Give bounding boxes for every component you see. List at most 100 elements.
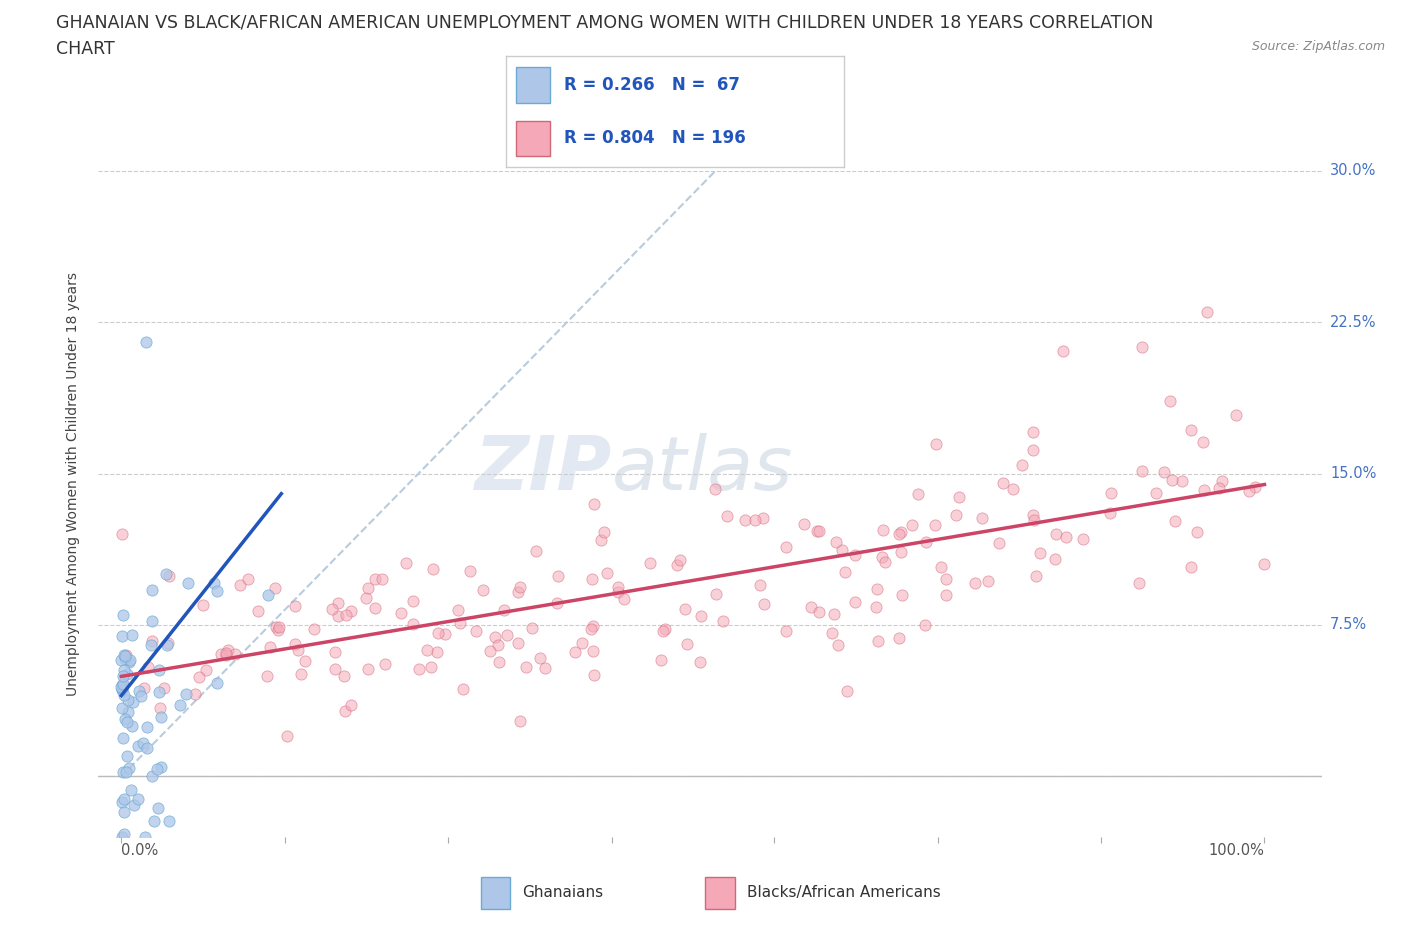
Point [1130,464,1153,479]
Point [141,634,163,649]
Point [115,749,138,764]
Point [827,637,849,652]
Point [582,644,605,658]
Point [901,518,924,533]
Point [1054,529,1077,544]
Point [127,738,149,753]
Point [451,682,474,697]
Point [224,647,246,662]
Point [651,624,673,639]
Point [571,635,593,650]
Point [110,794,132,809]
Point [335,704,357,719]
Point [121,628,143,643]
Point [831,543,853,558]
Point [111,764,134,779]
Point [589,532,612,547]
Point [1043,551,1066,566]
Point [495,628,517,643]
Point [364,601,387,616]
Point [402,617,425,631]
Point [357,661,380,676]
Point [169,698,191,713]
Point [925,436,948,451]
Point [1197,304,1219,319]
Point [134,681,156,696]
Point [287,643,309,658]
Point [650,653,672,668]
Text: atlas: atlas [612,433,793,506]
Point [215,647,238,662]
Point [673,602,696,617]
FancyBboxPatch shape [516,121,550,156]
Point [716,509,738,524]
Point [267,619,290,634]
Point [890,525,912,539]
Point [890,544,912,559]
Point [1211,473,1233,488]
Point [669,552,692,567]
Point [977,573,1000,588]
Point [1130,339,1153,354]
Point [112,827,135,842]
Point [323,644,346,659]
Point [426,626,449,641]
Point [1099,485,1122,500]
Point [471,583,494,598]
Point [284,636,307,651]
Point [205,675,228,690]
Point [734,512,756,527]
Point [191,597,214,612]
Point [991,475,1014,490]
Point [217,643,239,658]
Point [256,669,278,684]
Y-axis label: Unemployment Among Women with Children Under 18 years: Unemployment Among Women with Children U… [66,272,80,696]
Point [581,571,603,586]
Point [638,556,661,571]
Point [290,667,312,682]
Point [844,548,866,563]
Point [834,565,856,579]
Point [276,728,298,743]
Point [447,603,470,618]
Point [547,569,569,584]
Point [654,621,676,636]
Point [333,669,356,684]
Point [340,698,363,713]
Text: ZIP: ZIP [475,433,612,506]
Text: 30.0%: 30.0% [1330,163,1376,178]
Point [914,618,936,633]
Point [149,760,172,775]
Point [752,511,775,525]
Point [111,629,134,644]
Point [157,568,180,583]
Point [1237,484,1260,498]
Point [704,587,727,602]
Point [111,700,134,715]
FancyBboxPatch shape [706,876,735,910]
Point [488,655,510,670]
Point [174,686,197,701]
Point [914,535,936,550]
Point [865,600,887,615]
Point [111,731,134,746]
Point [136,720,159,735]
Point [135,335,157,350]
Point [508,585,530,600]
Point [148,663,170,678]
Point [129,689,152,704]
Point [321,601,343,616]
Point [267,623,290,638]
Point [935,571,957,586]
Point [582,618,605,633]
Point [1180,422,1202,437]
Point [247,604,270,618]
Point [111,676,134,691]
Point [509,713,531,728]
Point [775,623,797,638]
Point [264,581,287,596]
Point [112,662,135,677]
Point [478,644,501,658]
Point [593,525,616,540]
Point [520,620,543,635]
